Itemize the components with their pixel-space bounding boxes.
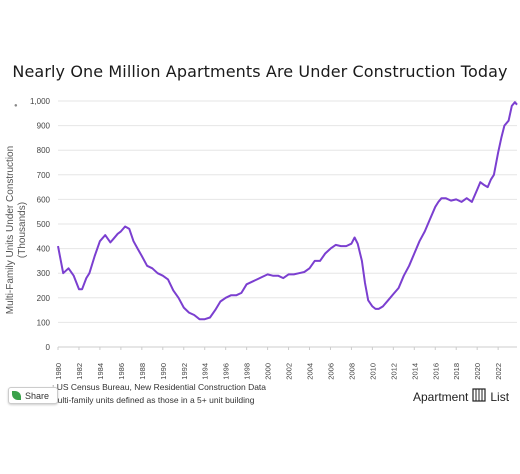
x-tick-label: 2022 xyxy=(494,363,503,380)
y-tick-label: 400 xyxy=(37,245,51,254)
leaf-icon xyxy=(12,391,21,400)
x-tick-label: 2018 xyxy=(452,363,461,380)
y-tick-label: 900 xyxy=(37,122,51,131)
series-line xyxy=(57,101,518,321)
brand-logo: Apartment List xyxy=(413,388,509,405)
x-tick-label: 2010 xyxy=(368,363,377,380)
x-tick-label: 1986 xyxy=(117,363,126,380)
x-tick-label: 2008 xyxy=(347,363,356,380)
y-tick-label: 100 xyxy=(37,318,51,327)
share-label: Share xyxy=(25,390,50,401)
stray-mark: ● xyxy=(14,103,18,109)
x-tick-label: 2020 xyxy=(473,363,482,380)
y-tick-label: 0 xyxy=(46,343,51,352)
x-tick-label: 1994 xyxy=(201,363,210,380)
source-note: : US Census Bureau, New Residential Cons… xyxy=(52,382,267,392)
x-tick-label: 2016 xyxy=(431,363,440,380)
x-tick-label: 2014 xyxy=(410,363,419,380)
x-tick-label: 2002 xyxy=(285,363,294,380)
x-tick-label: 1982 xyxy=(75,363,84,380)
x-tick-label: 2012 xyxy=(389,363,398,380)
y-tick-label: 200 xyxy=(37,294,51,303)
x-tick-label: 2006 xyxy=(326,363,335,380)
y-tick-label: 700 xyxy=(37,171,51,180)
x-tick-label: 1996 xyxy=(222,363,231,380)
x-tick-label: 1998 xyxy=(243,363,252,380)
y-tick-label: 600 xyxy=(37,195,51,204)
x-tick-label: 2000 xyxy=(264,363,273,380)
x-tick-label: 1980 xyxy=(54,363,63,380)
brand-text-right: List xyxy=(490,389,510,404)
y-tick-label: 500 xyxy=(37,220,51,229)
gridlines xyxy=(58,100,517,348)
building-icon xyxy=(472,388,486,405)
x-tick-label: 1990 xyxy=(159,363,168,380)
x-axis-ticks: 1980 1982 1984 1986 1988 1990 1992 1994 1996 1998… xyxy=(54,347,503,380)
x-tick-label: 1984 xyxy=(96,363,105,380)
x-tick-label: 1988 xyxy=(138,363,147,380)
y-tick-label: 800 xyxy=(37,146,51,155)
y-tick-label: 1,000 xyxy=(30,97,51,106)
x-tick-label: 2004 xyxy=(306,363,315,380)
chart-title: Nearly One Million Apartments Are Under … xyxy=(12,62,508,81)
x-tick-label: 1992 xyxy=(180,363,189,380)
share-button[interactable]: Share xyxy=(8,387,58,404)
y-tick-label: 300 xyxy=(37,269,51,278)
brand-text-left: Apartment xyxy=(413,389,469,404)
definition-note: Aulti-family units defined as those in a… xyxy=(52,395,255,405)
y-axis-ticks: 0 100 200 300 400 500 600 700 800 900 1,000 xyxy=(30,97,51,352)
